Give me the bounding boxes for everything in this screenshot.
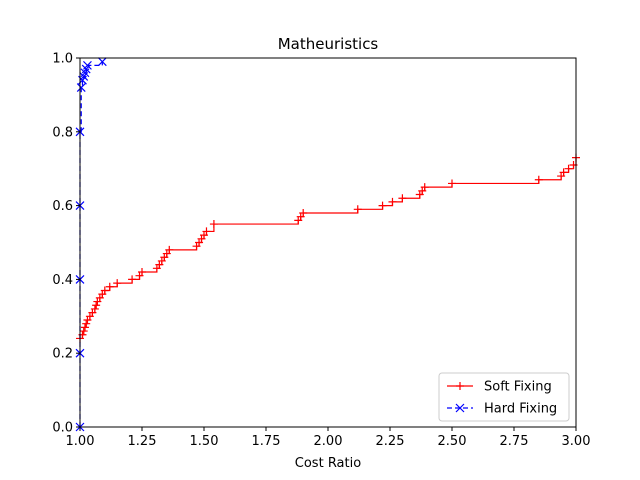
series-layer: [75, 57, 580, 432]
data-point: [378, 201, 387, 210]
data-point: [559, 168, 568, 177]
series-0: [76, 153, 580, 343]
legend-label: Hard Fixing: [484, 402, 557, 417]
x-tick-label: 1.50: [190, 434, 219, 449]
x-tick-label: 2.50: [438, 434, 467, 449]
legend-marker: [456, 382, 464, 390]
y-axis: 0.0 0.2 0.4 0.6 0.8 1.0: [52, 52, 80, 436]
legend-entry: Hard Fixing: [447, 402, 557, 417]
x-axis-label: Cost Ratio: [295, 456, 361, 471]
data-point: [92, 301, 101, 310]
y-tick-label: 0.0: [52, 421, 73, 436]
legend-label: Soft Fixing: [484, 380, 552, 395]
x-tick-label: 1.25: [128, 434, 157, 449]
data-point: [100, 286, 109, 295]
x-tick-label: 2.25: [376, 434, 405, 449]
data-point: [76, 83, 86, 92]
data-point: [448, 179, 456, 188]
data-point: [105, 282, 114, 291]
data-point: [165, 245, 174, 254]
x-tick-label: 2.75: [500, 434, 529, 449]
data-point: [83, 60, 92, 70]
x-tick-label: 1.75: [252, 434, 281, 449]
data-point: [353, 205, 362, 214]
legend-marker: [455, 403, 465, 413]
y-tick-label: 0.6: [52, 199, 73, 214]
x-tick-label: 1.00: [66, 434, 95, 449]
data-point: [97, 57, 107, 67]
data-point: [80, 323, 89, 332]
data-point: [202, 227, 211, 236]
y-tick-label: 0.2: [52, 347, 73, 362]
data-point: [138, 268, 146, 277]
y-tick-label: 1.0: [52, 52, 73, 67]
x-tick-label: 2.00: [314, 434, 343, 449]
data-point: [90, 304, 99, 313]
data-point: [420, 183, 429, 192]
legend-box: [438, 372, 570, 422]
data-point: [398, 194, 407, 203]
data-point: [299, 208, 308, 217]
data-point: [388, 197, 397, 206]
chart-title: Matheuristics: [278, 35, 379, 53]
x-axis: 1.00 1.25 1.50 1.75 2.00 2.25 2.50 2.75 3.00: [66, 427, 591, 449]
data-point: [564, 164, 573, 173]
data-point: [79, 327, 88, 336]
legend-entry: Soft Fixing: [447, 380, 552, 395]
data-point: [113, 279, 122, 288]
y-tick-label: 0.8: [52, 125, 73, 140]
y-tick-label: 0.4: [52, 273, 73, 288]
data-point: [82, 319, 91, 328]
legend: Soft Fixing Hard Fixing: [438, 372, 570, 422]
x-tick-label: 3.00: [562, 434, 591, 449]
data-point: [128, 275, 137, 284]
data-point: [534, 175, 543, 184]
data-point: [209, 220, 218, 229]
